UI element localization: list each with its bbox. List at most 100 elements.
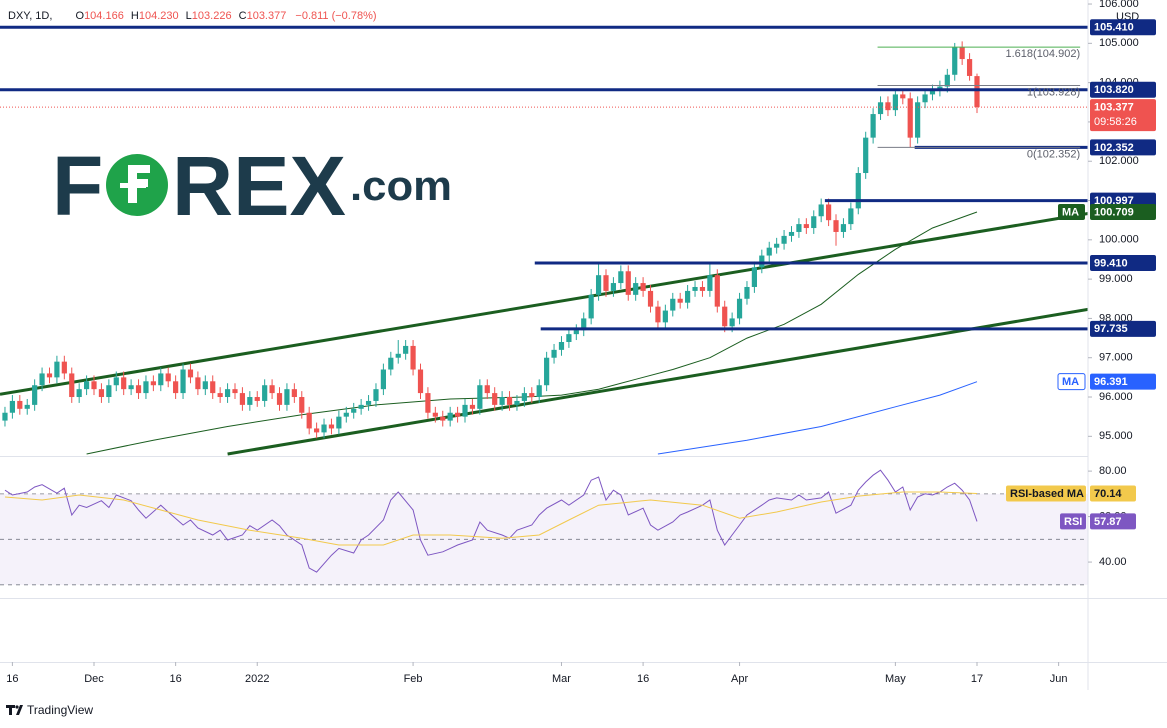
candle-body bbox=[269, 385, 275, 394]
candle-body bbox=[380, 369, 386, 390]
ohlc-value: 104.166 bbox=[84, 10, 124, 22]
trendline bbox=[227, 307, 1089, 456]
candle-body bbox=[840, 224, 847, 232]
symbol: DXY, 1D, bbox=[8, 10, 52, 22]
ma-name: MA bbox=[1062, 376, 1079, 388]
level-label: 102.352 bbox=[1094, 142, 1134, 154]
candle-body bbox=[581, 318, 587, 331]
x-tick-label: Jun bbox=[1050, 673, 1068, 685]
candle-body bbox=[685, 290, 691, 303]
ma-name-bg bbox=[1058, 203, 1085, 220]
candle-body bbox=[900, 94, 906, 99]
candle-body bbox=[506, 397, 513, 405]
ohlc-value: 104.230 bbox=[139, 10, 179, 22]
fib-label: 0(102.352) bbox=[1027, 148, 1080, 160]
candle-body bbox=[492, 393, 498, 405]
candle-body bbox=[165, 373, 171, 382]
level-label-bg bbox=[1090, 81, 1156, 98]
tv-icon-dot bbox=[15, 705, 19, 709]
candle-body bbox=[388, 357, 394, 370]
candle-body bbox=[551, 349, 557, 358]
candle-body bbox=[284, 389, 290, 405]
x-tick-label: May bbox=[885, 673, 906, 685]
candle-body bbox=[91, 381, 97, 390]
rsi-name: RSI-based MA bbox=[1010, 488, 1084, 500]
x-tick-label: Mar bbox=[552, 673, 571, 685]
candle-body bbox=[395, 353, 401, 358]
candle-body bbox=[462, 404, 468, 417]
candle-body bbox=[811, 216, 817, 229]
rsi-name-bg bbox=[1006, 485, 1086, 502]
candle-body bbox=[610, 283, 617, 291]
candle-body bbox=[952, 47, 958, 75]
candle-body bbox=[173, 381, 179, 394]
candle-body bbox=[692, 286, 698, 291]
candle-body bbox=[751, 267, 757, 287]
y-tick-label: 40.00 bbox=[1099, 556, 1127, 568]
y-tick-label: 105.000 bbox=[1099, 37, 1139, 49]
candle-body bbox=[714, 275, 720, 307]
candle-body bbox=[9, 400, 15, 413]
level-label-bg bbox=[1090, 320, 1156, 337]
candle-body bbox=[514, 400, 520, 405]
candle-body bbox=[358, 404, 364, 409]
x-tick-label: Apr bbox=[731, 673, 748, 685]
candle-body bbox=[158, 373, 164, 386]
ohlc-value: 103.377 bbox=[247, 10, 287, 22]
rsi-value-bg bbox=[1090, 485, 1136, 502]
logo-left: F bbox=[52, 139, 103, 233]
logo-coin-symbol bbox=[120, 165, 150, 203]
legend-header: DXY, 1D, O104.166 H104.230 L103.226 C103… bbox=[8, 10, 377, 22]
candle-body bbox=[707, 275, 713, 291]
y-tick-label: 100.000 bbox=[1099, 234, 1139, 246]
candle-body bbox=[276, 393, 283, 405]
candle-body bbox=[521, 393, 527, 401]
candle-body bbox=[647, 290, 654, 307]
candle-body bbox=[544, 357, 550, 386]
tv-icon bbox=[6, 705, 23, 715]
countdown: 09:58:26 bbox=[1094, 116, 1137, 128]
candle-body bbox=[373, 389, 379, 401]
candle-body bbox=[187, 369, 194, 378]
moving-average bbox=[657, 381, 978, 455]
ohlc-value: 103.226 bbox=[192, 10, 232, 22]
candle-body bbox=[61, 361, 67, 374]
candle-body bbox=[722, 306, 728, 327]
candle-body bbox=[774, 243, 780, 248]
candle-body bbox=[150, 381, 156, 386]
candle-body bbox=[224, 389, 231, 398]
candle-body bbox=[662, 310, 668, 323]
candle-body bbox=[195, 377, 201, 390]
level-label: 99.410 bbox=[1094, 257, 1128, 269]
ma-name: MA bbox=[1062, 206, 1079, 218]
candle-body bbox=[818, 204, 824, 217]
candle-body bbox=[469, 404, 476, 409]
candle-body bbox=[929, 90, 936, 95]
candle-body bbox=[232, 389, 238, 394]
candle-body bbox=[425, 393, 431, 413]
candle-body bbox=[855, 173, 861, 209]
candle-body bbox=[863, 137, 869, 174]
level-label: 105.410 bbox=[1094, 22, 1134, 34]
candle-body bbox=[833, 220, 839, 232]
candle-body bbox=[796, 224, 802, 232]
candle-body bbox=[759, 255, 765, 268]
fib-label: 1.618(104.902) bbox=[1006, 48, 1081, 60]
candle-body bbox=[892, 94, 898, 111]
candle-body bbox=[180, 369, 186, 394]
candle-body bbox=[32, 385, 38, 405]
ma-value-bg bbox=[1090, 203, 1156, 220]
ma-value: 100.709 bbox=[1094, 206, 1134, 218]
candle-body bbox=[736, 298, 743, 319]
candle-body bbox=[262, 385, 268, 401]
axis-layer: 40.0060.0080.0095.00096.00097.00098.0009… bbox=[6, 0, 1156, 685]
candle-body bbox=[803, 224, 809, 229]
ohlc-key: H bbox=[131, 10, 139, 22]
level-label-bg bbox=[1090, 255, 1156, 272]
y-tick-label: 106.000 bbox=[1099, 0, 1139, 10]
candle-body bbox=[39, 373, 45, 386]
candle-body bbox=[247, 397, 253, 405]
ma-name-bg bbox=[1057, 373, 1086, 391]
candle-body bbox=[558, 342, 565, 350]
candle-body bbox=[54, 361, 60, 378]
